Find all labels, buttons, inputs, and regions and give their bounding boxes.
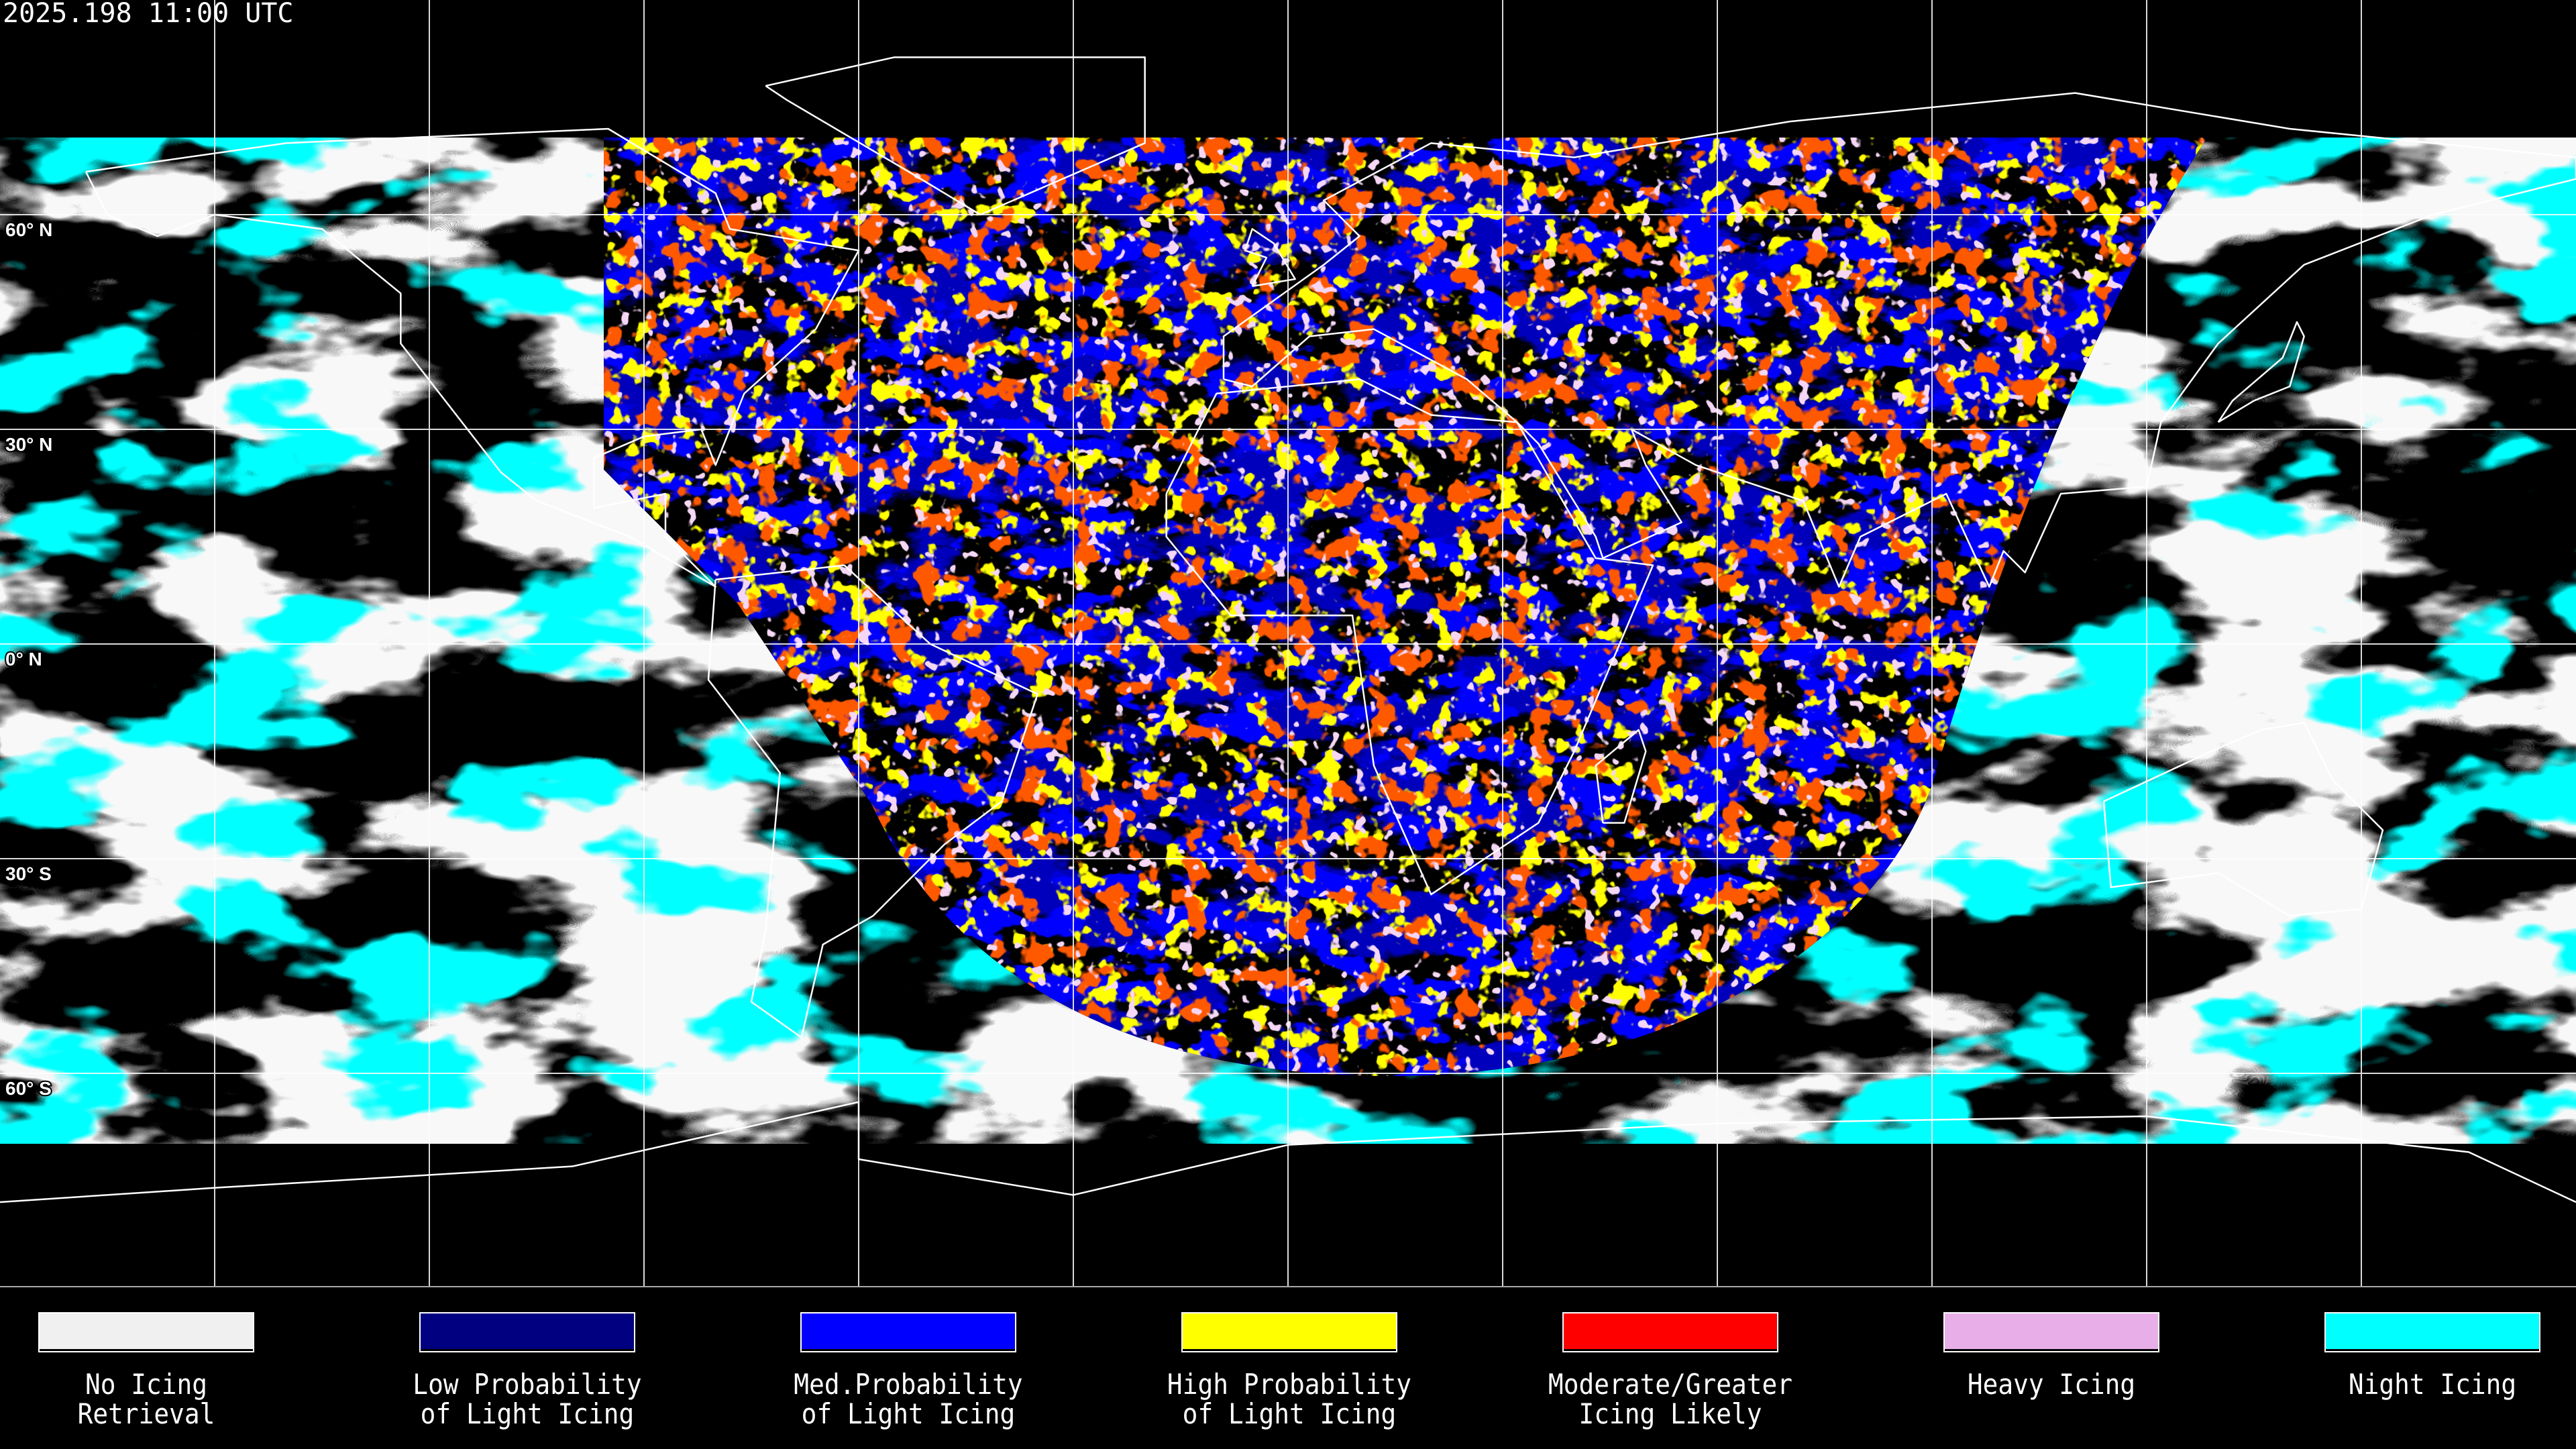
- coastline-greenland: [765, 56, 1146, 216]
- coastline-japan: [2217, 321, 2305, 423]
- lat-label-30n: 30° N: [5, 434, 52, 455]
- legend-item-heavy-icing: Heavy Icing: [1911, 1312, 2192, 1399]
- coastline-australia: [2102, 722, 2384, 917]
- coastline-eurasia: [1222, 92, 2576, 588]
- legend-item-high-probability: High Probability of Light Icing: [1148, 1312, 1430, 1429]
- legend-label-line1: Moderate/Greater: [1548, 1368, 1793, 1401]
- latitude-labels: 60° N 30° N 0° N 30° S 60° S: [4, 218, 54, 1100]
- legend-label: Moderate/Greater Icing Likely: [1544, 1370, 1797, 1429]
- coastline-africa: [1165, 378, 1654, 896]
- coastline-north-america: [85, 127, 860, 588]
- lat-label-60n: 60° N: [5, 219, 52, 240]
- legend-swatch: [2324, 1312, 2540, 1352]
- legend-label: Low Probability of Light Icing: [400, 1370, 654, 1429]
- legend-item-low-probability: Low Probability of Light Icing: [386, 1312, 668, 1429]
- coastline-south-america: [707, 564, 1038, 1038]
- legend-label-line1: Night Icing: [2348, 1368, 2517, 1401]
- coastlines: [0, 56, 2576, 1203]
- legend-label-line1: High Probability: [1167, 1368, 1412, 1401]
- legend-label-line1: Low Probability: [413, 1368, 642, 1401]
- legend-swatch: [1562, 1312, 1778, 1352]
- legend-label-line1: No Icing: [85, 1368, 208, 1401]
- lat-label-60s: 60° S: [5, 1078, 52, 1099]
- graticule: [0, 0, 2576, 1287]
- legend-label-line2: Icing Likely: [1578, 1397, 1762, 1430]
- coastline-uk: [1244, 228, 1296, 287]
- legend-label-line1: Heavy Icing: [1967, 1368, 2136, 1401]
- coastline-madagascar: [1595, 729, 1647, 824]
- legend-item-night-icing: Night Icing: [2292, 1312, 2573, 1399]
- legend-label: No Icing Retrieval: [19, 1370, 273, 1429]
- legend-swatch: [800, 1312, 1016, 1352]
- legend-label-line2: of Light Icing: [420, 1397, 635, 1430]
- legend-label-line2: of Light Icing: [801, 1397, 1016, 1430]
- legend-label-line2: of Light Icing: [1182, 1397, 1397, 1430]
- legend-label: Med.Probability of Light Icing: [782, 1370, 1035, 1429]
- legend-swatch: [1943, 1312, 2159, 1352]
- legend-item-moderate-greater: Moderate/Greater Icing Likely: [1529, 1312, 1811, 1429]
- timestamp-title: 2025.198 11:00 UTC: [3, 0, 294, 29]
- legend-swatch: [1181, 1312, 1397, 1352]
- legend-item-no-icing: No Icing Retrieval: [5, 1312, 287, 1429]
- legend-label: Heavy Icing: [1925, 1370, 2178, 1399]
- legend-swatch: [419, 1312, 635, 1352]
- icing-map: 60° N 30° N 0° N 30° S 60° S: [0, 0, 2576, 1288]
- legend-swatch: [38, 1312, 254, 1352]
- legend-label: Night Icing: [2306, 1370, 2559, 1399]
- legend-item-med-probability: Med.Probability of Light Icing: [767, 1312, 1049, 1429]
- legend-label: High Probability of Light Icing: [1163, 1370, 1416, 1429]
- legend-label-line1: Med.Probability: [794, 1368, 1023, 1401]
- lat-label-0: 0° N: [5, 649, 42, 669]
- legend-divider: [0, 1286, 2576, 1287]
- lat-label-30s: 30° S: [5, 863, 52, 884]
- legend-label-line2: Retrieval: [77, 1397, 215, 1430]
